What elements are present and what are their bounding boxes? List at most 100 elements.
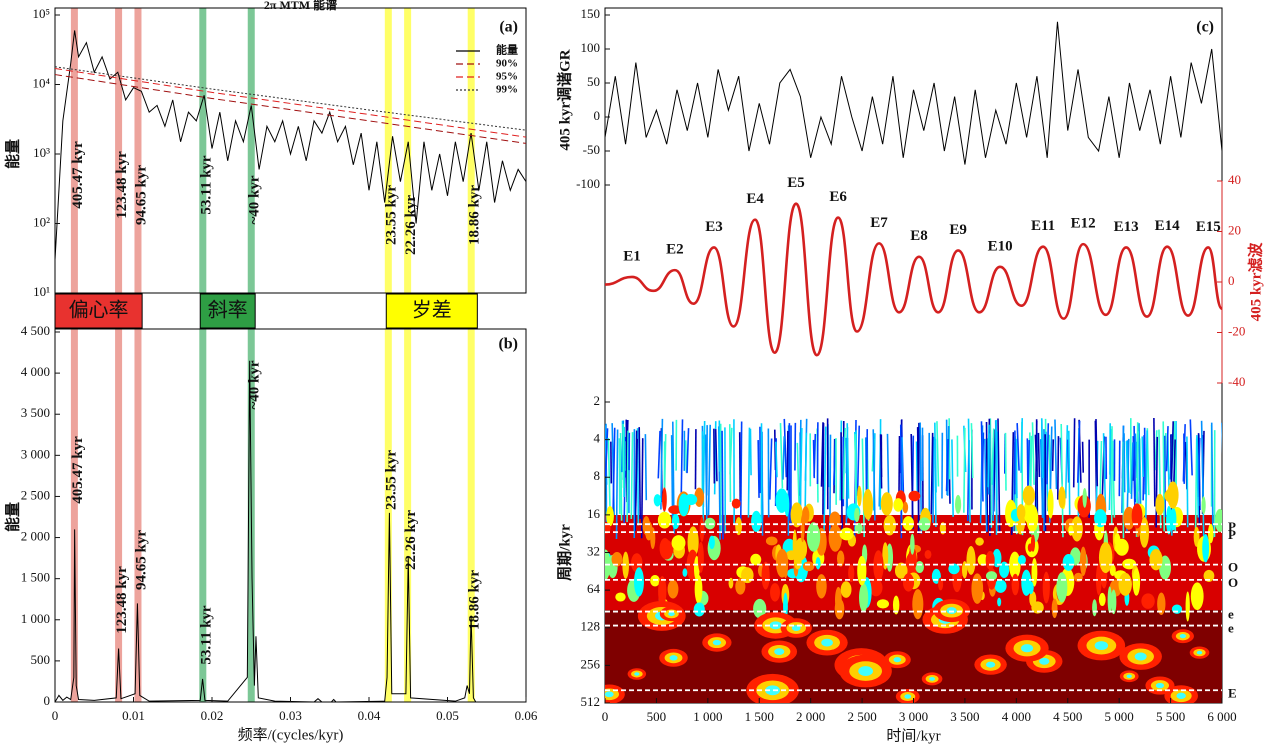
wavelet-texture: [1038, 433, 1039, 477]
wavelet-texture: [807, 522, 820, 552]
wavelet-texture: [986, 551, 995, 570]
band-label: 405.47 kyr: [70, 436, 86, 504]
wavelet-texture: [748, 428, 749, 518]
wavelet-texture: [1063, 554, 1075, 571]
y-axis-label: 405 kyr滤波: [1246, 242, 1264, 322]
x-tick-label: 5 500: [1156, 709, 1185, 724]
chart-title: 2π MTM 能谱: [264, 0, 337, 12]
wavelet-texture: [634, 672, 639, 675]
wavelet-texture: [858, 426, 860, 496]
wavelet-texture: [1056, 572, 1067, 602]
band: [248, 8, 255, 293]
wavelet-texture: [1018, 555, 1026, 565]
y-tick-label: 10¹: [33, 284, 50, 299]
wavelet-texture: [821, 639, 833, 647]
wavelet-texture: [698, 542, 704, 573]
wavelet-texture: [679, 493, 689, 516]
wavelet-texture: [1058, 436, 1059, 499]
wavelet-texture: [1012, 574, 1019, 595]
series-line: [55, 30, 526, 259]
wavelet-texture: [986, 662, 995, 668]
band-label: 123.48 kyr: [114, 151, 130, 219]
under-layer: [71, 8, 475, 702]
wavelet-texture: [686, 440, 687, 472]
wavelet-texture: [709, 425, 711, 515]
wavelet-texture: [1141, 593, 1154, 609]
point-label: E8: [910, 228, 928, 244]
point-label: E4: [746, 191, 764, 207]
y-tick-label: 10²: [33, 214, 50, 229]
y-tick-label: 2 000: [21, 529, 50, 544]
wavelet-texture: [1191, 582, 1204, 610]
wavelet-texture: [952, 439, 953, 516]
y-axis-label: 周期/kyr: [555, 524, 573, 581]
band-label: 18.86 kyr: [467, 185, 483, 245]
x-tick-label: 4 500: [1053, 709, 1082, 724]
x-tick-label: 1 500: [745, 709, 774, 724]
wavelet-texture: [988, 425, 989, 487]
wavelet-texture: [621, 433, 622, 521]
wavelet-texture: [881, 492, 893, 516]
wavelet-texture: [1115, 539, 1129, 556]
point-label: E3: [705, 219, 723, 235]
wavelet-texture: [1167, 481, 1178, 508]
wavelet-texture: [762, 562, 770, 590]
wavelet-texture: [816, 557, 821, 569]
wavelet-texture: [1145, 428, 1146, 495]
series-line: [55, 361, 526, 702]
wavelet-texture: [1163, 421, 1164, 531]
wavelet-texture: [1156, 437, 1157, 528]
wavelet-texture: [881, 434, 882, 488]
x-axis-label: 时间/kyr: [886, 727, 940, 744]
wavelet-texture: [1031, 534, 1035, 551]
wavelet-texture: [1154, 418, 1155, 507]
reference-label: O: [1228, 560, 1238, 575]
wavelet-texture: [835, 599, 845, 620]
wavelet-texture: [1131, 442, 1132, 498]
y-tick-label: 10⁴: [32, 75, 50, 90]
legend-label: 90%: [496, 58, 518, 70]
band-label: 405.47 kyr: [70, 141, 86, 209]
wavelet-texture: [1180, 634, 1186, 638]
x-tick-label: 5 000: [1105, 709, 1134, 724]
point-label: E10: [988, 238, 1013, 254]
y-tick-label: 64: [587, 581, 601, 596]
wavelet-texture: [1032, 422, 1034, 485]
wavelet-texture: [722, 431, 723, 540]
wavelet-texture: [1099, 593, 1106, 606]
wavelet-texture: [1066, 425, 1068, 498]
wavelet-texture: [910, 534, 915, 555]
wavelet-texture: [714, 429, 715, 484]
wavelet-texture: [829, 525, 842, 552]
wavelet-texture: [741, 422, 742, 524]
wavelet-texture: [1080, 547, 1087, 576]
wavelet-texture: [1190, 419, 1192, 475]
y-tick-label: 512: [581, 694, 601, 709]
x-tick-label: 0.03: [279, 708, 302, 723]
wavelet-texture: [955, 495, 961, 514]
wavelet-texture: [858, 666, 873, 676]
y-tick-label: -20: [1228, 323, 1245, 338]
wavelet-texture: [732, 499, 741, 509]
wavelet-texture: [1032, 558, 1038, 587]
band: [134, 8, 141, 293]
y-tick-label: 1 500: [21, 570, 50, 585]
wavelet-texture: [1202, 534, 1209, 562]
wavelet-texture: [893, 498, 903, 512]
wavelet-texture: [1155, 494, 1164, 516]
wavelet-texture: [642, 438, 643, 538]
wavelet-texture: [840, 528, 854, 541]
wavelet-texture: [627, 431, 628, 522]
y-tick-label: -50: [583, 142, 600, 157]
wavelet-texture: [964, 428, 965, 513]
y-tick-label: -100: [576, 176, 600, 191]
y-tick-label: 4: [594, 431, 601, 446]
wavelet-texture: [1039, 658, 1049, 665]
wavelet-texture: [997, 598, 1001, 607]
wavelet-texture: [1083, 488, 1087, 508]
wavelet-texture: [650, 527, 655, 549]
wavelet-texture: [1069, 431, 1070, 515]
wavelet-texture: [1149, 549, 1162, 570]
wavelet-texture: [901, 425, 902, 539]
wavelet-texture: [1037, 419, 1038, 525]
